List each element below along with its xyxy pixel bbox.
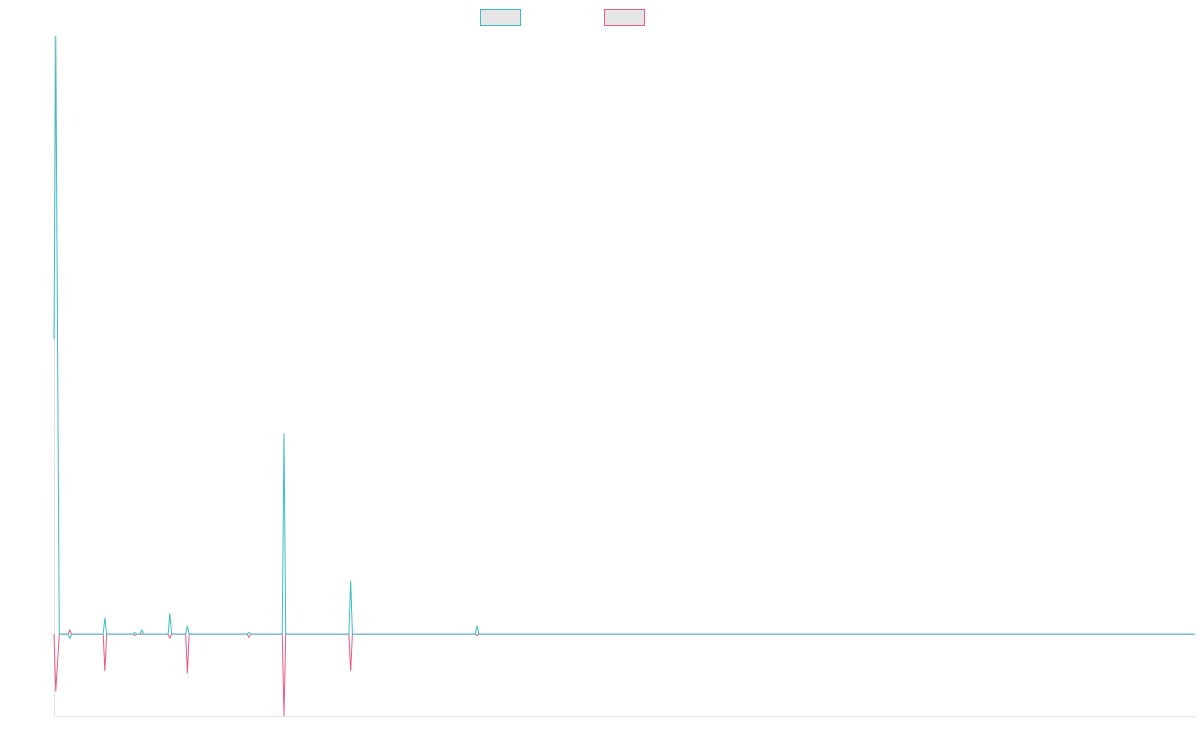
series-a-line[interactable] xyxy=(53,35,1195,640)
plot-area xyxy=(53,35,1195,717)
legend xyxy=(480,9,645,26)
legend-swatch-series-a[interactable] xyxy=(480,9,521,26)
series-b-line[interactable] xyxy=(53,628,1195,717)
legend-swatch-series-b[interactable] xyxy=(604,9,645,26)
series-layer xyxy=(53,35,1195,717)
